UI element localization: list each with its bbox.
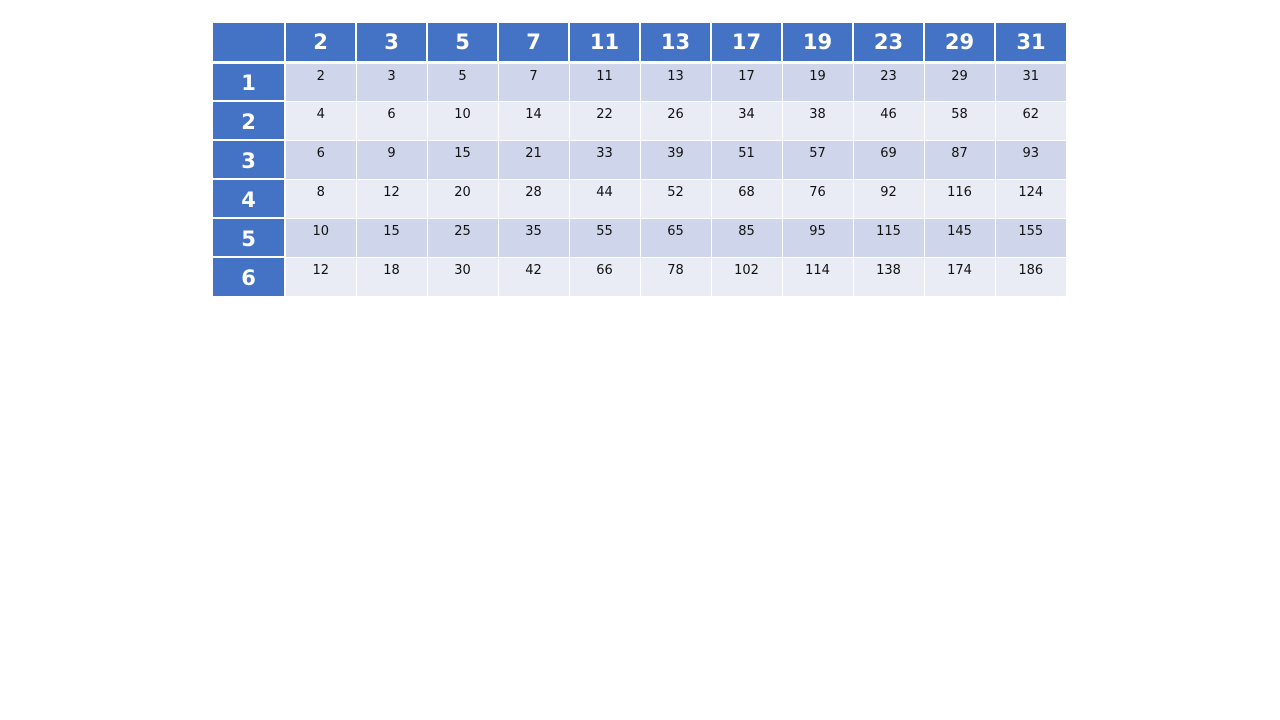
table-cell: 9 [356, 140, 428, 180]
table-cell: 6 [356, 101, 428, 141]
column-header: 3 [356, 23, 428, 64]
table-cell: 85 [711, 218, 783, 258]
row-header: 5 [213, 218, 286, 258]
table-cell: 44 [569, 179, 641, 219]
table-cell: 78 [640, 257, 712, 297]
column-header: 31 [995, 23, 1066, 64]
table-cell: 42 [498, 257, 570, 297]
table-cell: 29 [924, 62, 996, 102]
table-row: 4 8 12 20 28 44 52 68 76 92 116 124 [213, 179, 1066, 219]
row-header: 2 [213, 101, 286, 141]
table-cell: 116 [924, 179, 996, 219]
table-cell: 30 [427, 257, 499, 297]
table-cell: 115 [853, 218, 925, 258]
table-cell: 10 [285, 218, 357, 258]
table-cell: 12 [356, 179, 428, 219]
table-cell: 6 [285, 140, 357, 180]
table-cell: 58 [924, 101, 996, 141]
table-row: 2 4 6 10 14 22 26 34 38 46 58 62 [213, 101, 1066, 141]
column-header: 11 [569, 23, 641, 64]
table-cell: 15 [427, 140, 499, 180]
table-cell: 76 [782, 179, 854, 219]
row-header: 1 [213, 62, 286, 102]
table-cell: 34 [711, 101, 783, 141]
column-header: 7 [498, 23, 570, 64]
table-cell: 5 [427, 62, 499, 102]
table-row: 6 12 18 30 42 66 78 102 114 138 174 186 [213, 257, 1066, 297]
table-cell: 31 [995, 62, 1066, 102]
table-cell: 46 [853, 101, 925, 141]
table-cell: 3 [356, 62, 428, 102]
table-cell: 174 [924, 257, 996, 297]
table-cell: 19 [782, 62, 854, 102]
table-cell: 186 [995, 257, 1066, 297]
table-cell: 57 [782, 140, 854, 180]
column-header: 29 [924, 23, 996, 64]
table-header-row: 2 3 5 7 11 13 17 19 23 29 31 [213, 23, 1066, 64]
table-cell: 51 [711, 140, 783, 180]
column-header: 17 [711, 23, 783, 64]
row-header: 4 [213, 179, 286, 219]
table-cell: 21 [498, 140, 570, 180]
table-body: 1 2 3 5 7 11 13 17 19 23 29 31 2 4 6 10 14 22 26 34 38 46 58 62… [213, 62, 1066, 297]
table-cell: 145 [924, 218, 996, 258]
table-cell: 102 [711, 257, 783, 297]
table-cell: 93 [995, 140, 1066, 180]
table-cell: 7 [498, 62, 570, 102]
table-cell: 155 [995, 218, 1066, 258]
table-cell: 26 [640, 101, 712, 141]
table-cell: 14 [498, 101, 570, 141]
table-row: 3 6 9 15 21 33 39 51 57 69 87 93 [213, 140, 1066, 180]
table-cell: 33 [569, 140, 641, 180]
table-cell: 11 [569, 62, 641, 102]
column-header: 13 [640, 23, 712, 64]
table-cell: 25 [427, 218, 499, 258]
table-cell: 28 [498, 179, 570, 219]
table-cell: 69 [853, 140, 925, 180]
table-cell: 13 [640, 62, 712, 102]
multiplication-table: 2 3 5 7 11 13 17 19 23 29 31 1 2 3 5 7 11 13 17 19 23 29 31 2 4… [213, 23, 1066, 297]
column-header: 19 [782, 23, 854, 64]
table-row: 1 2 3 5 7 11 13 17 19 23 29 31 [213, 62, 1066, 102]
table-cell: 114 [782, 257, 854, 297]
table-cell: 18 [356, 257, 428, 297]
table-cell: 4 [285, 101, 357, 141]
table-cell: 87 [924, 140, 996, 180]
table-cell: 2 [285, 62, 357, 102]
table-cell: 10 [427, 101, 499, 141]
table-cell: 52 [640, 179, 712, 219]
table-cell: 124 [995, 179, 1066, 219]
table-cell: 38 [782, 101, 854, 141]
table-cell: 95 [782, 218, 854, 258]
table-cell: 23 [853, 62, 925, 102]
column-header: 23 [853, 23, 925, 64]
table-cell: 22 [569, 101, 641, 141]
table-cell: 138 [853, 257, 925, 297]
table-cell: 35 [498, 218, 570, 258]
table-cell: 8 [285, 179, 357, 219]
row-header: 6 [213, 257, 286, 296]
table-cell: 68 [711, 179, 783, 219]
corner-cell [213, 23, 286, 64]
table-cell: 92 [853, 179, 925, 219]
column-header: 2 [285, 23, 357, 64]
table-cell: 55 [569, 218, 641, 258]
column-header: 5 [427, 23, 499, 64]
table-cell: 15 [356, 218, 428, 258]
table-cell: 39 [640, 140, 712, 180]
table-cell: 20 [427, 179, 499, 219]
table-cell: 66 [569, 257, 641, 297]
table-cell: 62 [995, 101, 1066, 141]
row-header: 3 [213, 140, 286, 180]
table-cell: 17 [711, 62, 783, 102]
table-row: 5 10 15 25 35 55 65 85 95 115 145 155 [213, 218, 1066, 258]
table-cell: 12 [285, 257, 357, 297]
table-cell: 65 [640, 218, 712, 258]
